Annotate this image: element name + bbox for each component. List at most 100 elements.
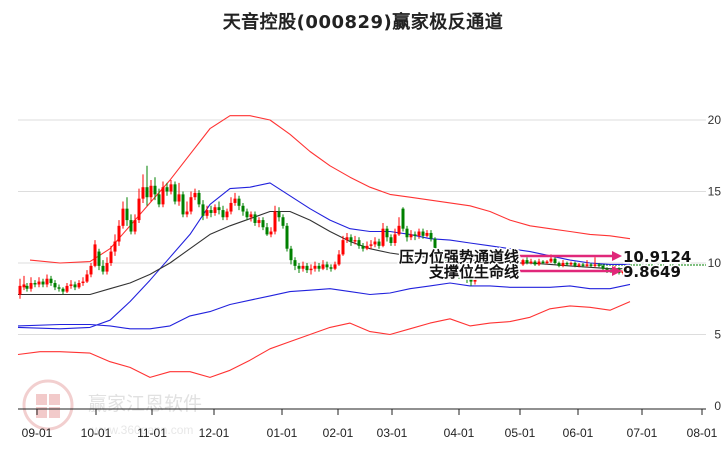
candle-up: [177, 182, 181, 206]
candle-body: [145, 187, 149, 198]
candle-up: [569, 261, 573, 266]
candle-down: [61, 287, 65, 295]
candle-body: [569, 263, 573, 265]
candle-body: [381, 228, 385, 246]
candle-down: [557, 261, 561, 268]
mid-line-line: [18, 210, 630, 296]
candle-down: [441, 250, 445, 262]
candle-body: [169, 184, 173, 192]
candle-body: [545, 261, 549, 263]
candle-up: [81, 277, 85, 286]
candle-up: [89, 263, 93, 278]
candle-body: [97, 251, 101, 266]
candle-down: [217, 201, 221, 215]
candle-down: [241, 202, 245, 216]
candle-body: [157, 194, 161, 205]
candle-body: [213, 207, 217, 213]
candle-down: [405, 225, 409, 242]
candle-body: [313, 265, 317, 269]
candle-body: [389, 237, 393, 243]
candle-body: [233, 198, 237, 203]
candle-down: [525, 257, 529, 265]
candle-body: [365, 245, 369, 249]
candle-body: [277, 211, 281, 218]
candle-body: [265, 227, 269, 235]
candle-body: [181, 194, 185, 215]
candle-down: [565, 261, 569, 266]
watermark-seal-cell: [49, 407, 60, 418]
candle-body: [29, 283, 33, 289]
candle-body: [193, 192, 197, 198]
candle-body: [401, 208, 405, 229]
candle-body: [33, 283, 37, 285]
candle-down: [445, 255, 449, 266]
candle-down: [601, 264, 605, 271]
candle-body: [165, 187, 169, 192]
candle-down: [261, 217, 265, 231]
candle-body: [317, 265, 321, 269]
candle-down: [73, 281, 77, 291]
candle-up: [269, 227, 273, 238]
candle-down: [125, 197, 129, 226]
candle-body: [217, 207, 221, 211]
candle-body: [137, 198, 141, 221]
candle-up: [381, 222, 385, 248]
x-tick-label: 11-01: [137, 426, 167, 440]
candlesticks: [18, 165, 625, 299]
candle-body: [129, 220, 133, 232]
candle-down: [53, 280, 57, 291]
candle-down: [165, 182, 169, 196]
candle-body: [205, 210, 209, 216]
candle-body: [57, 287, 61, 289]
candle-up: [417, 228, 421, 239]
candle-body: [525, 260, 529, 263]
candle-body: [125, 208, 129, 221]
candle-body: [553, 258, 557, 263]
candle-body: [589, 264, 593, 266]
candle-body: [581, 264, 585, 266]
candle-body: [345, 237, 349, 241]
candle-down: [265, 222, 269, 236]
x-tick-label: 05-01: [505, 426, 536, 440]
candle-body: [321, 264, 325, 269]
candle-up: [341, 235, 345, 256]
candle-body: [537, 261, 541, 265]
candle-body: [281, 217, 285, 226]
support-label: 支撑位生命线: [428, 263, 519, 281]
candle-body: [605, 268, 609, 271]
candle-down: [49, 275, 53, 286]
x-tick-label: 06-01: [563, 426, 594, 440]
candle-down: [433, 237, 437, 253]
candle-up: [333, 261, 337, 271]
candle-down: [57, 284, 61, 292]
candle-down: [285, 222, 289, 252]
candle-up: [301, 261, 305, 272]
candle-body: [341, 240, 345, 255]
candle-body: [441, 252, 445, 259]
candle-down: [297, 263, 301, 274]
candle-up: [22, 275, 26, 291]
candle-body: [397, 225, 401, 235]
candle-up: [393, 228, 397, 246]
candle-down: [253, 211, 257, 226]
candle-up: [18, 278, 22, 299]
candle-down: [101, 260, 105, 275]
candle-down: [401, 207, 405, 232]
candle-body: [601, 265, 605, 269]
candle-up: [69, 280, 73, 289]
candle-body: [18, 285, 22, 295]
candle-down: [97, 248, 101, 271]
channel-annotations: 压力位强势通道线 支撑位生命线 10.9124 9.8649: [397, 247, 692, 283]
candle-up: [521, 258, 525, 266]
candle-down: [281, 214, 285, 229]
candle-down: [293, 257, 297, 271]
gridlines: 0 5 10 15 20: [18, 113, 721, 413]
x-tick-label: 10-01: [81, 426, 112, 440]
candle-body: [473, 278, 477, 282]
y-tick-label: 15: [708, 185, 722, 199]
candle-up: [225, 208, 229, 221]
candle-up: [213, 204, 217, 216]
candle-body: [337, 254, 341, 265]
candle-down: [389, 234, 393, 246]
candle-down: [361, 242, 365, 252]
